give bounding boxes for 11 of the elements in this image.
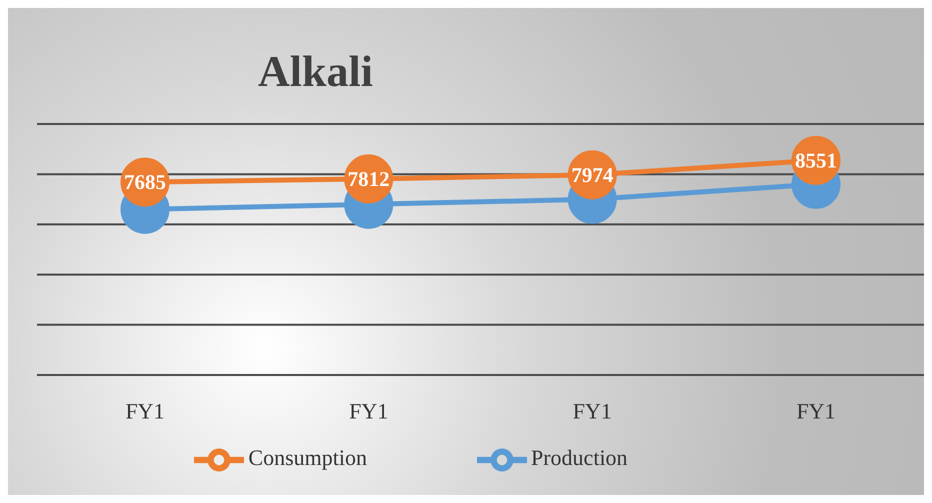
data-label: 8551 [795, 148, 837, 172]
chart-title: Alkali [258, 46, 373, 97]
x-tick-label: FY1 [796, 398, 836, 424]
x-tick-label: FY1 [125, 398, 165, 424]
data-label: 7685 [124, 170, 166, 194]
x-tick-label: FY1 [572, 398, 612, 424]
data-label: 7812 [348, 166, 390, 191]
legend-label: Consumption [248, 445, 367, 470]
x-tick-label: FY1 [349, 398, 388, 424]
data-label: 7974 [571, 162, 614, 187]
legend-label: Production [531, 445, 628, 470]
